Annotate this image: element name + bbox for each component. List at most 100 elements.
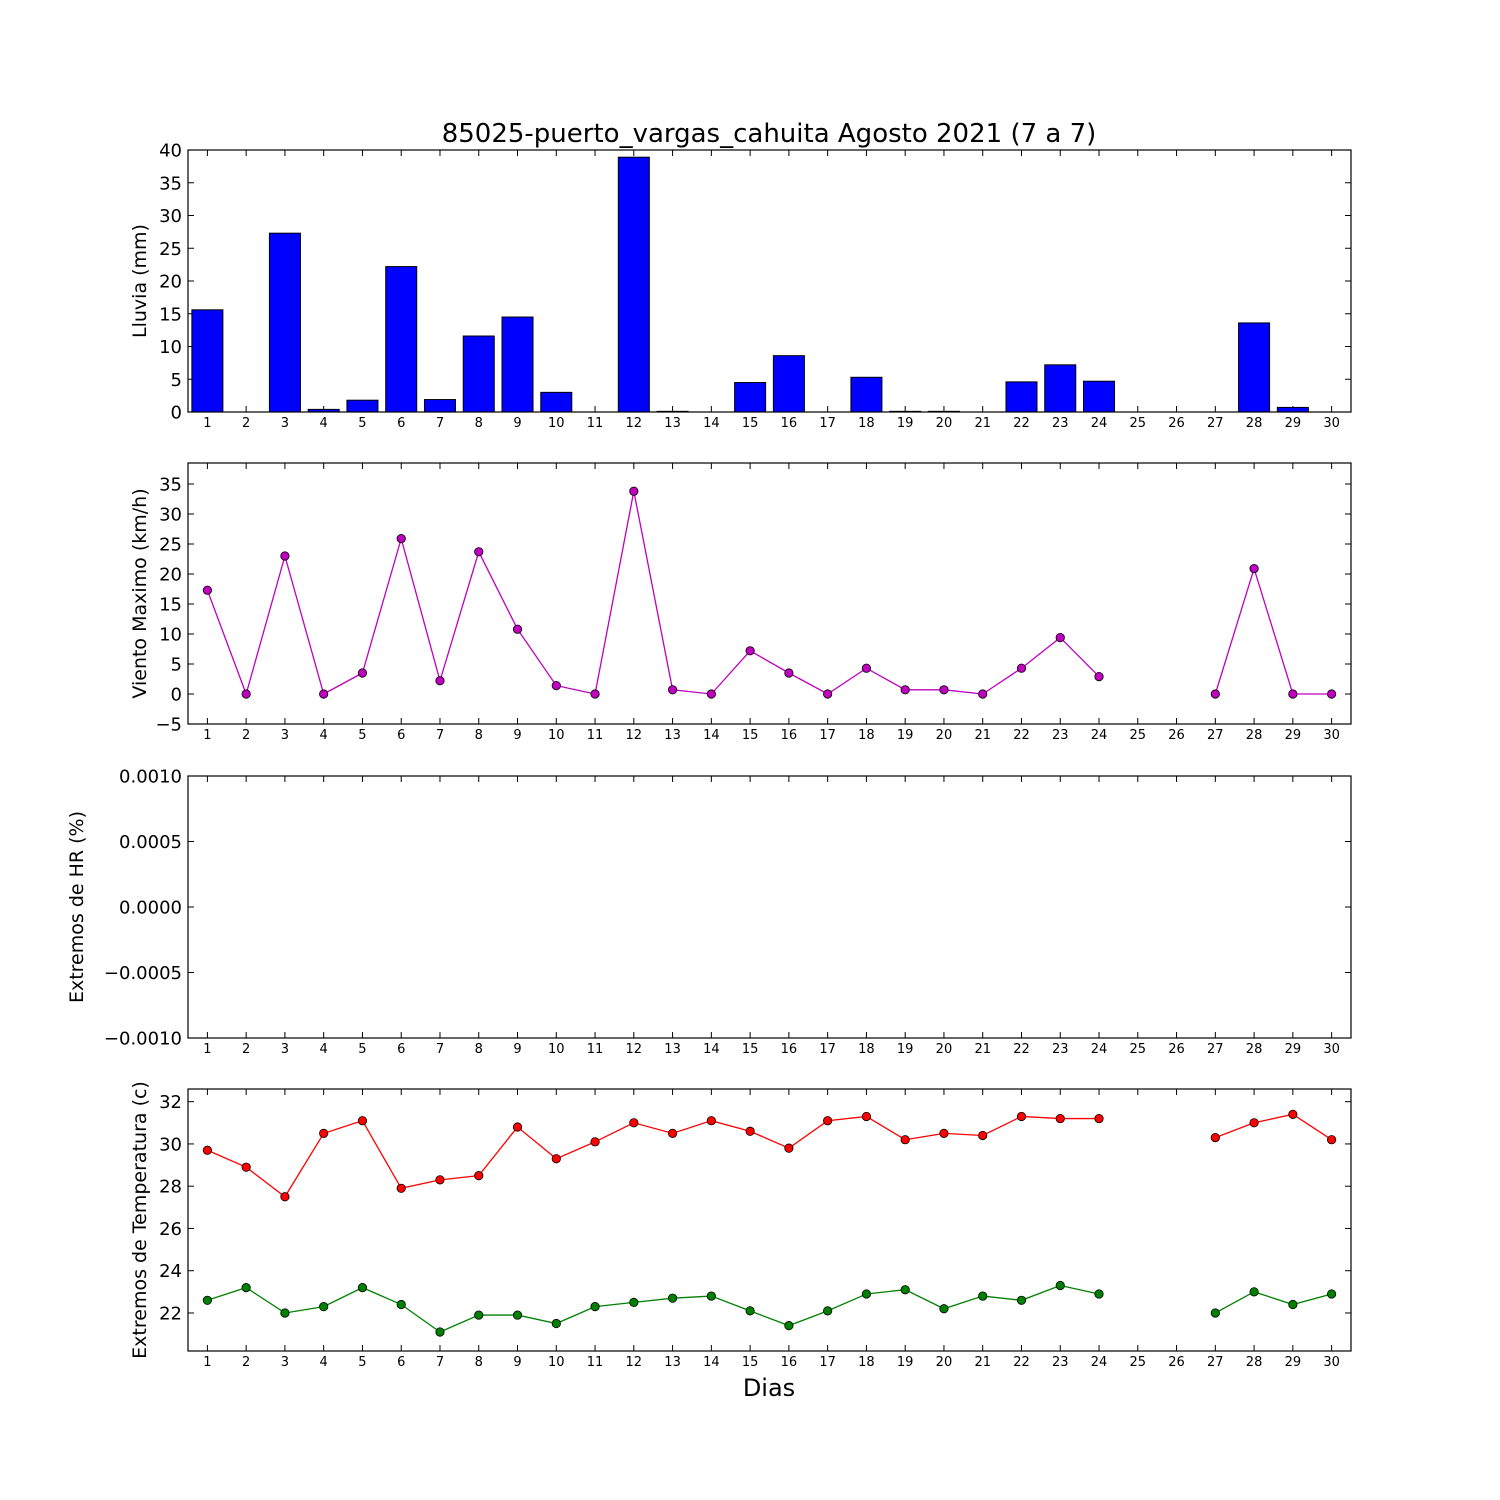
y-tick-label: 30 bbox=[159, 1134, 182, 1155]
point-day-16 bbox=[784, 668, 794, 678]
point-day-19 bbox=[900, 1135, 910, 1145]
point-day-24 bbox=[1094, 671, 1104, 682]
point-day-23 bbox=[1055, 1280, 1065, 1291]
point-day-11 bbox=[590, 1302, 600, 1312]
point-day-11 bbox=[590, 1137, 600, 1147]
x-tick-label: 28 bbox=[1246, 1042, 1263, 1057]
x-tick-label: 8 bbox=[475, 1042, 483, 1057]
x-tick-label: 10 bbox=[548, 416, 565, 431]
y-axis-label: Lluvia (mm) bbox=[129, 224, 151, 338]
x-tick-label: 3 bbox=[281, 1042, 289, 1057]
y-tick-label: 20 bbox=[159, 272, 182, 293]
x-tick-label: 13 bbox=[664, 416, 681, 431]
point-day-18 bbox=[861, 663, 872, 673]
x-tick-label: 16 bbox=[781, 728, 798, 743]
x-tick-label: 9 bbox=[513, 1355, 521, 1370]
bar-day-28 bbox=[1238, 322, 1271, 413]
x-tick-label: 27 bbox=[1207, 1355, 1224, 1370]
x-tick-label: 30 bbox=[1323, 1042, 1340, 1057]
x-tick-label: 24 bbox=[1091, 1042, 1108, 1057]
y-tick-label: 28 bbox=[159, 1177, 182, 1198]
point-day-30 bbox=[1327, 689, 1337, 699]
point-day-30 bbox=[1327, 1135, 1337, 1145]
x-tick-label: 14 bbox=[703, 416, 720, 431]
x-tick-label: 22 bbox=[1013, 728, 1030, 743]
x-tick-label: 24 bbox=[1091, 1355, 1108, 1370]
x-tick-label: 25 bbox=[1130, 1042, 1147, 1057]
x-tick-label: 15 bbox=[742, 416, 759, 431]
point-day-24 bbox=[1094, 1113, 1104, 1124]
point-day-4 bbox=[319, 1128, 329, 1138]
x-tick-label: 22 bbox=[1013, 1355, 1030, 1370]
point-day-20 bbox=[939, 1128, 949, 1138]
point-day-9 bbox=[512, 1310, 523, 1320]
x-tick-label: 15 bbox=[742, 728, 759, 743]
point-day-11 bbox=[590, 689, 600, 699]
x-tick-label: 14 bbox=[703, 1042, 720, 1057]
point-day-13 bbox=[667, 1293, 678, 1303]
point-day-20 bbox=[939, 685, 949, 695]
point-day-18 bbox=[861, 1111, 872, 1122]
point-day-27 bbox=[1210, 689, 1220, 699]
y-tick-label: 40 bbox=[159, 141, 182, 162]
y-tick-label: 32 bbox=[159, 1092, 182, 1113]
x-tick-label: 5 bbox=[358, 1355, 366, 1370]
y-tick-label: 10 bbox=[159, 337, 182, 358]
plot-frame bbox=[187, 1088, 1352, 1352]
series-line-1 bbox=[1215, 1113, 1332, 1141]
y-tick-label: 25 bbox=[159, 239, 182, 260]
x-tick-label: 18 bbox=[858, 416, 875, 431]
x-tick-label: 27 bbox=[1207, 728, 1224, 743]
series-line-1 bbox=[207, 1115, 1100, 1198]
point-day-5 bbox=[357, 668, 368, 678]
bar-day-16 bbox=[772, 355, 805, 413]
x-tick-label: 8 bbox=[475, 728, 483, 743]
x-tick-label: 1 bbox=[203, 416, 211, 431]
x-tick-label: 10 bbox=[548, 728, 565, 743]
x-tick-label: 6 bbox=[397, 416, 405, 431]
x-tick-label: 19 bbox=[897, 416, 914, 431]
x-tick-label: 4 bbox=[320, 1355, 328, 1370]
x-tick-label: 1 bbox=[203, 1042, 211, 1057]
point-day-5 bbox=[357, 1283, 368, 1293]
y-tick-label: 35 bbox=[159, 475, 182, 496]
x-tick-label: 25 bbox=[1130, 1355, 1147, 1370]
x-tick-label: 25 bbox=[1130, 416, 1147, 431]
x-tick-label: 23 bbox=[1052, 1355, 1069, 1370]
point-day-10 bbox=[551, 680, 561, 691]
x-tick-label: 20 bbox=[936, 1355, 953, 1370]
x-tick-label: 12 bbox=[626, 1355, 643, 1370]
point-day-7 bbox=[435, 1327, 445, 1337]
x-tick-label: 16 bbox=[781, 1042, 798, 1057]
x-tick-label: 15 bbox=[742, 1355, 759, 1370]
x-tick-label: 30 bbox=[1323, 728, 1340, 743]
x-tick-label: 1 bbox=[203, 728, 211, 743]
plot-frame bbox=[187, 775, 1352, 1039]
y-tick-label: −0.0005 bbox=[104, 963, 182, 984]
point-day-23 bbox=[1055, 632, 1065, 643]
x-tick-label: 17 bbox=[819, 416, 836, 431]
point-day-28 bbox=[1249, 1287, 1259, 1297]
x-tick-label: 5 bbox=[358, 1042, 366, 1057]
x-tick-label: 14 bbox=[703, 728, 720, 743]
point-day-10 bbox=[551, 1318, 561, 1329]
x-tick-label: 27 bbox=[1207, 1042, 1224, 1057]
point-day-28 bbox=[1249, 563, 1259, 574]
point-day-18 bbox=[861, 1289, 872, 1299]
x-tick-label: 13 bbox=[664, 1355, 681, 1370]
x-tick-label: 2 bbox=[242, 1042, 250, 1057]
point-day-29 bbox=[1288, 1109, 1298, 1119]
point-day-6 bbox=[396, 1299, 406, 1310]
x-tick-label: 22 bbox=[1013, 416, 1030, 431]
x-tick-label: 20 bbox=[936, 728, 953, 743]
series-line-2 bbox=[1215, 1291, 1332, 1314]
point-day-9 bbox=[512, 624, 523, 634]
bar-day-24 bbox=[1083, 380, 1116, 413]
series-line-1 bbox=[206, 491, 1100, 697]
x-tick-label: 11 bbox=[587, 728, 604, 743]
point-day-19 bbox=[900, 1285, 910, 1295]
x-tick-label: 8 bbox=[475, 416, 483, 431]
x-tick-label: 21 bbox=[974, 416, 991, 431]
